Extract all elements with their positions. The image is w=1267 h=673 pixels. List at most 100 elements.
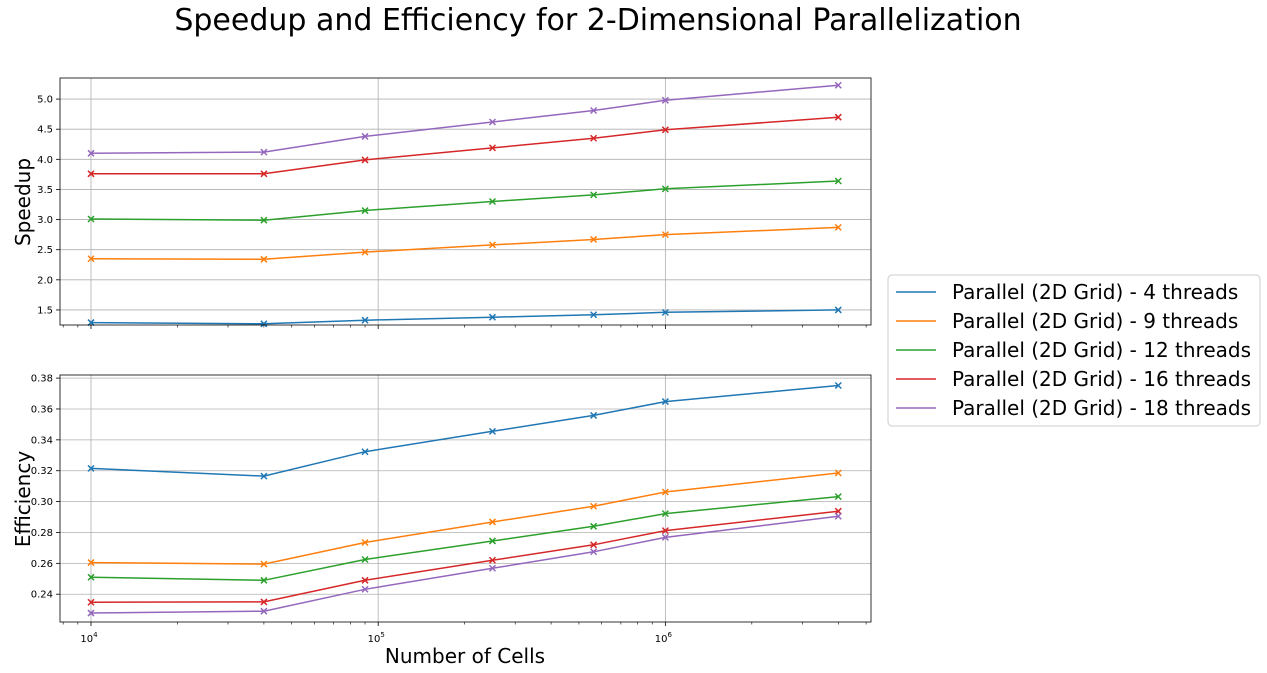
data-point <box>661 533 669 541</box>
axes-frame <box>59 77 872 326</box>
data-point <box>87 573 95 581</box>
data-point <box>361 316 369 324</box>
speedup-panel: 1.5 2.0 2.5 3.0 3.5 4.0 4.5 5.0 Speedup <box>11 77 872 329</box>
series-line-0 <box>90 384 839 477</box>
data-point <box>834 512 842 520</box>
data-point <box>260 320 268 328</box>
data-point <box>590 411 598 419</box>
data-point <box>361 248 369 256</box>
data-point <box>834 493 842 501</box>
y-tick-label: 0.36 <box>31 404 53 415</box>
legend-label: Parallel (2D Grid) - 16 threads <box>952 367 1251 391</box>
data-point <box>260 170 268 178</box>
data-point <box>661 398 669 406</box>
x-axis-label: Number of Cells <box>385 644 545 668</box>
y-tick-label: 4.0 <box>37 155 53 166</box>
data-point <box>260 472 268 480</box>
data-point <box>661 96 669 104</box>
y-tick-label: 0.24 <box>31 590 53 601</box>
series-line-0 <box>90 309 839 325</box>
data-point <box>661 308 669 316</box>
x-tick-label: 106 <box>655 631 673 645</box>
data-point <box>361 207 369 215</box>
data-point <box>87 609 95 617</box>
data-point <box>590 502 598 510</box>
x-tick-label-exponent: 5 <box>380 631 384 639</box>
data-point <box>590 311 598 319</box>
data-point <box>87 215 95 223</box>
legend-item: Parallel (2D Grid) - 9 threads <box>896 309 1238 333</box>
x-tick-label-base: 10 <box>80 634 93 645</box>
data-point <box>87 255 95 263</box>
data-point <box>488 537 496 545</box>
y-tick-label: 1.5 <box>37 305 53 316</box>
x-tick-label-base: 10 <box>368 634 381 645</box>
series-line-2 <box>90 180 839 221</box>
data-point <box>87 319 95 327</box>
data-point <box>361 585 369 593</box>
data-point <box>661 185 669 193</box>
y-axis-label: Efficiency <box>11 451 35 548</box>
data-point <box>834 306 842 314</box>
legend-label: Parallel (2D Grid) - 9 threads <box>952 309 1238 333</box>
data-point <box>834 223 842 231</box>
series-line-1 <box>90 226 839 261</box>
data-point <box>361 538 369 547</box>
data-point <box>260 576 268 584</box>
axes-frame <box>59 374 872 623</box>
data-point <box>590 191 598 199</box>
legend-frame <box>887 274 1261 427</box>
x-tick-label-exponent: 4 <box>93 631 98 639</box>
y-axis-label: Speedup <box>11 158 35 246</box>
data-point <box>488 197 496 206</box>
legend-label: Parallel (2D Grid) - 12 threads <box>952 338 1251 362</box>
data-point <box>661 488 669 496</box>
y-tick-label: 3.0 <box>37 215 53 226</box>
data-point <box>488 427 496 435</box>
x-tick-label-base: 10 <box>655 634 668 645</box>
y-tick-label: 4.5 <box>37 125 53 136</box>
data-point <box>361 132 369 140</box>
data-point <box>834 81 842 89</box>
series-line-1 <box>90 472 839 565</box>
data-point <box>590 134 598 142</box>
data-point <box>488 313 496 321</box>
data-point <box>590 548 598 556</box>
data-point <box>590 522 598 530</box>
data-point <box>661 126 669 134</box>
data-point <box>488 144 496 152</box>
x-tick-label: 104 <box>80 631 98 645</box>
data-point <box>260 598 268 606</box>
y-tick-label: 2.0 <box>37 275 53 286</box>
data-point <box>488 556 496 564</box>
data-point <box>834 113 842 121</box>
data-point <box>590 235 598 243</box>
data-point <box>661 510 669 518</box>
data-point <box>87 464 95 472</box>
data-point <box>260 148 268 156</box>
data-point <box>488 118 496 126</box>
data-point <box>834 507 842 515</box>
data-point <box>361 576 369 584</box>
y-tick-label: 0.38 <box>31 374 53 385</box>
y-tick-label: 5.0 <box>37 95 53 106</box>
y-tick-label: 0.26 <box>31 559 53 570</box>
y-tick-label: 0.30 <box>31 497 53 508</box>
data-point <box>361 448 369 456</box>
data-point <box>87 149 95 157</box>
data-point <box>834 381 842 390</box>
y-tick-label: 3.5 <box>37 185 53 196</box>
data-point <box>590 107 598 115</box>
data-point <box>488 518 496 526</box>
legend-item: Parallel (2D Grid) - 4 threads <box>896 280 1238 304</box>
data-point <box>834 177 842 185</box>
data-point <box>361 156 369 164</box>
data-point <box>260 560 268 568</box>
legend: Parallel (2D Grid) - 4 threads Parallel (… <box>887 274 1261 427</box>
data-point <box>260 255 268 263</box>
data-point <box>661 231 669 239</box>
y-tick-label: 0.28 <box>31 528 53 539</box>
legend-item: Parallel (2D Grid) - 16 threads <box>896 367 1251 391</box>
